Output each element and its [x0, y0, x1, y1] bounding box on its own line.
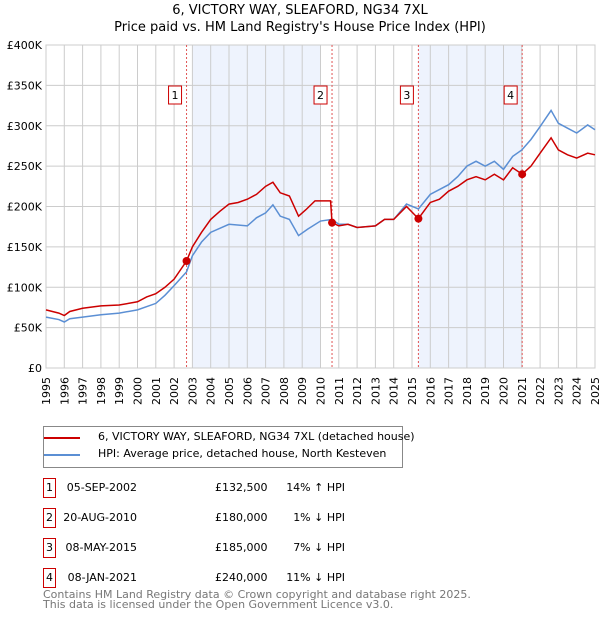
y-tick-label: £50K	[14, 322, 43, 335]
x-tick-label: 2022	[534, 377, 547, 405]
sale-hpi-diff: 1% ↓ HPI	[293, 511, 345, 524]
sale-label: 2	[317, 89, 324, 102]
sale-label-box	[399, 85, 414, 105]
legend-swatch-blue	[44, 454, 80, 456]
x-tick-label: 2013	[369, 377, 382, 405]
y-tick-label: £0	[28, 362, 42, 375]
x-tick-label: 2007	[260, 377, 273, 405]
sale-point	[518, 170, 527, 179]
x-tick-label: 2001	[150, 377, 163, 405]
x-tick-label: 2005	[223, 377, 236, 405]
legend-swatch-red	[44, 437, 80, 439]
sale-label: 4	[507, 89, 514, 102]
x-tick-label: 2018	[461, 377, 474, 405]
plot-area: 1995 1996 1997 1998 1999 2000 2001 2002 2003 2004…	[7, 39, 600, 405]
x-tick-label: 2002	[168, 377, 181, 405]
x-tick-label: 2012	[351, 377, 364, 405]
sale-point	[414, 214, 423, 223]
sale-date: 05-SEP-2002	[66, 481, 137, 494]
sale-point	[182, 257, 191, 266]
sale-hpi-diff: 14% ↑ HPI	[286, 481, 345, 494]
x-tick-label: 2004	[205, 377, 218, 405]
x-tick-label: 2019	[479, 377, 492, 405]
sale-price: £240,000	[215, 571, 268, 584]
x-tick-label: 2000	[132, 377, 145, 405]
x-tick-label: 1997	[77, 377, 90, 405]
sale-price: £132,500	[215, 481, 268, 494]
footer-line: This data is licensed under the Open Gov…	[43, 598, 394, 611]
x-tick-label: 2024	[571, 377, 584, 405]
x-tick-label: 2010	[315, 377, 328, 405]
x-tick-label: 2017	[443, 377, 456, 405]
legend-label: HPI: Average price, detached house, Nort…	[98, 447, 387, 460]
sale-date: 08-MAY-2015	[65, 541, 137, 554]
x-tick-label: 2008	[278, 377, 291, 405]
x-tick-label: 2020	[498, 377, 511, 405]
x-tick-label: 2021	[516, 377, 529, 405]
x-tick-label: 2014	[388, 377, 401, 405]
x-tick-label: 2011	[333, 377, 346, 405]
sale-label-box	[168, 85, 183, 105]
sale-hpi-diff: 11% ↓ HPI	[286, 571, 345, 584]
y-tick-label: £150K	[7, 241, 43, 254]
x-tick-label: 1996	[58, 377, 71, 405]
chart-subtitle: Price paid vs. HM Land Registry's House …	[114, 20, 486, 35]
x-tick-label: 1998	[95, 377, 108, 405]
sale-price: £185,000	[215, 541, 268, 554]
sale-number: 4	[43, 568, 56, 588]
sale-label: 1	[172, 89, 179, 102]
sale-label: 3	[403, 89, 410, 102]
x-tick-label: 2016	[424, 377, 437, 405]
chart-title: 6, VICTORY WAY, SLEAFORD, NG34 7XL	[172, 3, 428, 18]
x-tick-label: 1995	[40, 377, 53, 405]
plot-border	[45, 44, 596, 369]
sale-date: 20-AUG-2010	[63, 511, 137, 524]
series-line	[45, 136, 596, 317]
sale-price: £180,000	[215, 511, 268, 524]
y-tick-label: £250K	[7, 160, 43, 173]
footer-line: Contains HM Land Registry data © Crown c…	[43, 588, 471, 601]
y-tick-label: £100K	[7, 281, 43, 294]
y-tick-label: £350K	[7, 79, 43, 92]
x-tick-label: 2009	[296, 377, 309, 405]
x-tick-label: 2023	[552, 377, 565, 405]
x-tick-label: 2015	[406, 377, 419, 405]
footer: Contains HM Land Registry data © Crown c…	[43, 588, 471, 611]
sale-date: 08-JAN-2021	[67, 571, 137, 584]
x-tick-label: 2025	[589, 377, 600, 405]
x-tick-label: 2003	[186, 377, 199, 405]
x-tick-label: 1999	[113, 377, 126, 405]
y-tick-label: £300K	[7, 120, 43, 133]
y-tick-label: £400K	[7, 39, 43, 52]
sale-point	[328, 218, 337, 227]
sale-hpi-diff: 7% ↓ HPI	[293, 541, 345, 554]
legend-label: 6, VICTORY WAY, SLEAFORD, NG34 7XL (deta…	[98, 430, 415, 443]
sale-number: 3	[43, 538, 56, 558]
sale-label-box	[503, 85, 518, 105]
legend	[43, 426, 403, 468]
sale-label-box	[313, 85, 328, 105]
x-tick-label: 2006	[241, 377, 254, 405]
sale-number: 1	[43, 478, 56, 498]
sale-number: 2	[43, 508, 56, 528]
y-tick-label: £200K	[7, 201, 43, 214]
